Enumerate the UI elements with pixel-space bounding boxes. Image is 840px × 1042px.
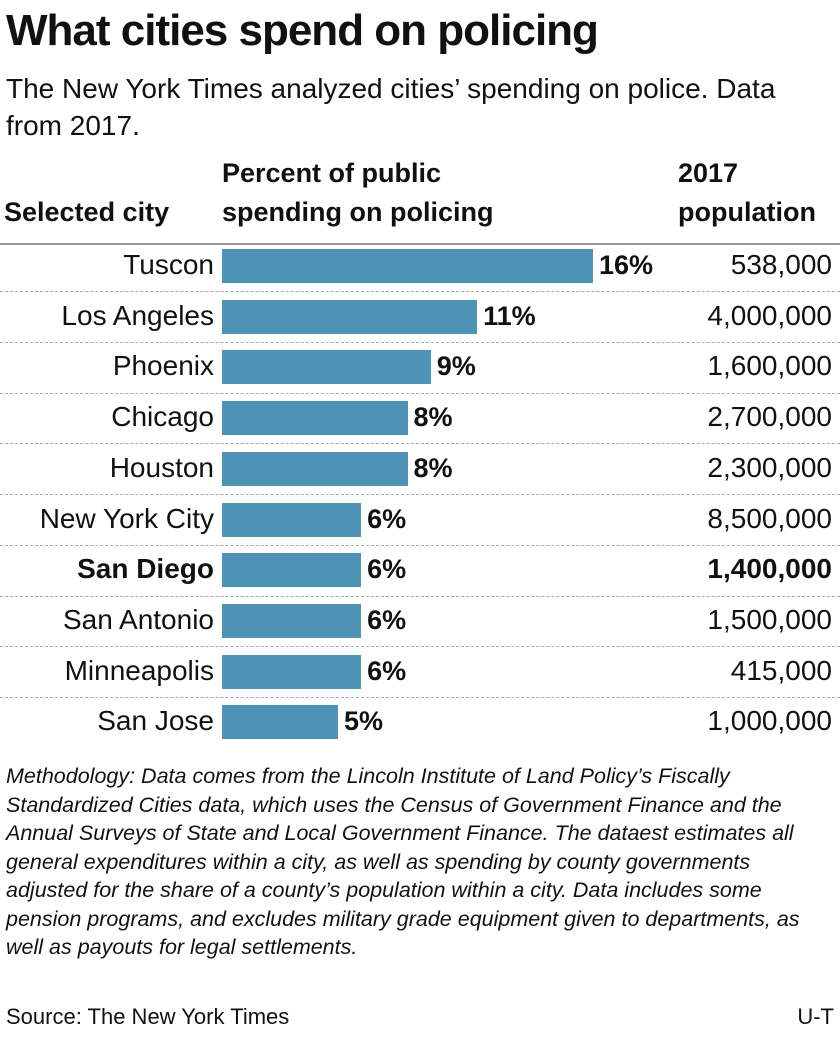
category-label: New York City xyxy=(39,502,214,534)
population: 1,000,000 xyxy=(707,705,832,737)
credit: U-T xyxy=(797,1004,834,1029)
category-label: San Jose xyxy=(97,705,214,737)
chart-title: What cities spend on policing xyxy=(6,6,599,55)
value-label: 11% xyxy=(483,300,536,331)
population: 1,500,000 xyxy=(707,603,832,635)
category-label: Tuscon xyxy=(123,249,214,280)
value-label: 6% xyxy=(367,554,407,585)
category-label: San Diego xyxy=(77,553,214,585)
category-label: Chicago xyxy=(111,401,214,433)
row-separator xyxy=(0,595,840,597)
row-separator xyxy=(0,494,840,496)
category-label: Los Angeles xyxy=(61,299,214,331)
row-separator xyxy=(0,544,840,546)
row-separator xyxy=(0,392,840,394)
category-label: Houston xyxy=(109,451,214,483)
population: 2,700,000 xyxy=(707,401,832,433)
population: 2,300,000 xyxy=(707,451,832,483)
column-header: Selected city xyxy=(4,197,170,227)
bar xyxy=(222,249,593,283)
column-header: Percent of public spending on policing xyxy=(222,158,494,227)
value-label: 16% xyxy=(599,250,654,280)
bar xyxy=(222,451,408,486)
row-separator xyxy=(0,291,840,293)
methodology-note: Methodology: Data comes from the Lincoln… xyxy=(6,764,800,959)
value-label: 6% xyxy=(367,604,407,635)
population: 1,400,000 xyxy=(707,553,832,585)
value-label: 6% xyxy=(367,503,407,534)
value-label: 8% xyxy=(413,402,453,433)
bar xyxy=(222,705,338,740)
population: 4,000,000 xyxy=(707,299,832,331)
row-separator xyxy=(0,696,840,698)
row-separator xyxy=(0,342,840,344)
bar xyxy=(222,502,362,537)
population: 538,000 xyxy=(730,249,832,280)
category-label: Phoenix xyxy=(112,350,214,382)
category-label: San Antonio xyxy=(62,603,214,635)
row-separator xyxy=(0,646,840,648)
row-separator xyxy=(0,443,840,445)
subtitle: The New York Times analyzed cities’ spen… xyxy=(6,73,776,141)
category-label: Minneapolis xyxy=(64,654,214,686)
bar xyxy=(222,350,431,385)
population: 1,600,000 xyxy=(707,350,832,382)
bar xyxy=(222,553,362,588)
header-rule xyxy=(0,243,840,245)
bar xyxy=(222,299,478,334)
bar xyxy=(222,654,362,689)
population: 415,000 xyxy=(730,654,832,686)
column-header: 2017 population xyxy=(678,158,816,227)
bar xyxy=(222,401,408,436)
value-label: 5% xyxy=(343,706,383,737)
source: Source: The New York Times xyxy=(6,1004,290,1029)
bar xyxy=(222,603,362,638)
population: 8,500,000 xyxy=(707,502,832,534)
value-label: 9% xyxy=(436,351,476,382)
value-label: 6% xyxy=(367,655,407,686)
value-label: 8% xyxy=(413,452,453,483)
